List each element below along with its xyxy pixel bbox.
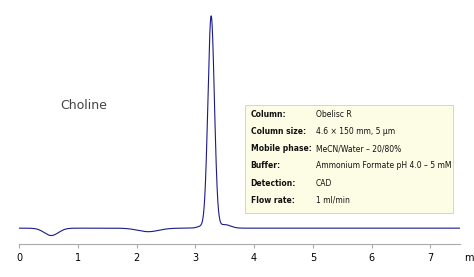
Text: Mobile phase:: Mobile phase: [251,144,311,153]
FancyBboxPatch shape [245,106,453,213]
Text: Flow rate:: Flow rate: [251,196,294,205]
Text: Detection:: Detection: [251,178,296,188]
Text: 4.6 × 150 mm, 5 μm: 4.6 × 150 mm, 5 μm [316,127,395,136]
Text: Buffer:: Buffer: [251,161,281,170]
Text: Column:: Column: [251,110,286,119]
Text: Ammonium Formate pH 4.0 – 5 mM: Ammonium Formate pH 4.0 – 5 mM [316,161,451,170]
Text: 1 ml/min: 1 ml/min [316,196,350,205]
Text: Choline: Choline [60,99,107,112]
Text: CAD: CAD [316,178,332,188]
Text: Column size:: Column size: [251,127,306,136]
Text: MeCN/Water – 20/80%: MeCN/Water – 20/80% [316,144,401,153]
Text: Obelisc R: Obelisc R [316,110,352,119]
Text: min: min [464,253,474,263]
